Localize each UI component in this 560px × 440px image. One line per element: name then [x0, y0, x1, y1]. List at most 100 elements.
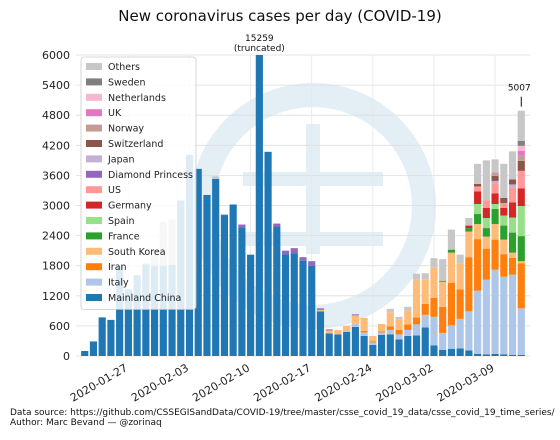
y-tick-label: 2400 — [42, 230, 70, 243]
legend-label: Switzerland — [108, 139, 163, 150]
x-tick-label: 2020-03-02 — [374, 361, 436, 404]
bar-segment-mainland-china — [334, 334, 342, 356]
bar-segment-mainland-china — [386, 334, 394, 356]
chart-title: New coronavirus cases per day (COVID-19) — [118, 7, 442, 25]
legend-swatch — [86, 217, 102, 224]
legend-box — [80, 56, 197, 310]
bar-segment-italy — [465, 311, 473, 351]
bar-segment-others — [386, 308, 394, 313]
y-tick-label: 4200 — [42, 139, 70, 152]
bar-segment-mainland-china — [517, 354, 525, 356]
bar-segment-mainland-china — [500, 354, 508, 356]
y-tick-label: 5400 — [42, 79, 70, 92]
bar-segment-norway — [517, 155, 525, 161]
data-source-text: Data source: https://github.com/CSSEGISa… — [10, 408, 555, 418]
bar-segment-others — [456, 254, 464, 264]
bar-segment-italy — [517, 308, 525, 355]
bar-segment-france — [465, 228, 473, 232]
bar-segment-japan — [508, 184, 517, 188]
bar-segment-others — [491, 159, 499, 173]
bar-segment-spain — [491, 203, 499, 210]
bar-segment-mainland-china — [98, 317, 106, 356]
bar-segment-france — [474, 214, 482, 225]
bar-segment-france — [491, 209, 499, 225]
bar-segment-south-korea — [404, 310, 412, 325]
bar-segment-iran — [517, 263, 525, 309]
bar-segment-switzerland — [491, 175, 499, 181]
x-tick-label: 2020-02-24 — [312, 361, 374, 404]
bar-segment-south-korea — [386, 312, 394, 327]
bar-segment-france — [482, 228, 490, 237]
bar-segment-mainland-china — [421, 327, 429, 356]
legend-label: Sweden — [108, 77, 146, 88]
bar-segment-italy — [343, 330, 351, 332]
legend-swatch — [86, 78, 102, 86]
bar-segment-others — [412, 273, 421, 280]
bar-segment-switzerland — [508, 179, 517, 185]
bar-segment-france — [500, 225, 508, 240]
bar-segment-spain — [517, 206, 525, 237]
bar-segment-italy — [395, 334, 403, 340]
bar-segment-south-korea — [412, 279, 421, 318]
bar-segment-iran — [412, 317, 421, 325]
bar-segment-others — [439, 259, 447, 281]
bar-segment-iran — [465, 257, 473, 312]
legend-swatch — [86, 232, 102, 240]
x-tick-label: 2020-03-09 — [435, 361, 497, 404]
bar-segment-mainland-china — [491, 353, 499, 356]
bar-segment-diamond-princess — [325, 329, 333, 331]
legend-swatch — [86, 93, 102, 101]
bar-segment-us — [500, 202, 508, 209]
bar-segment-others — [220, 214, 229, 216]
bar-segment-mainland-china — [430, 345, 438, 356]
legend-label: Diamond Princess — [108, 170, 193, 181]
annotation-label: 15259 — [245, 34, 274, 44]
bar-segment-switzerland — [474, 183, 482, 187]
bar-segment-south-korea — [343, 325, 351, 331]
y-tick-label: 1200 — [42, 290, 70, 303]
x-tick-label: 2020-02-10 — [190, 361, 252, 404]
bar-segment-mainland-china — [377, 334, 386, 356]
bar-segment-iran — [447, 282, 456, 326]
bar-segment-us — [482, 200, 490, 209]
legend-swatch — [86, 294, 102, 301]
bar-segment-others — [517, 110, 525, 141]
legend-swatch — [86, 186, 102, 194]
legend-swatch — [86, 63, 102, 70]
legend-label: Iran — [108, 262, 127, 273]
annotation-label: 5007 — [508, 84, 531, 94]
bar-segment-iran — [500, 254, 508, 277]
x-tick-label: 2020-02-17 — [251, 361, 313, 404]
bar-segment-iran — [474, 239, 482, 291]
bar-segment-mainland-china — [247, 254, 255, 356]
bar-segment-south-korea — [439, 281, 447, 307]
bar-segment-south-korea — [430, 267, 438, 298]
bar-segment-switzerland — [500, 197, 508, 203]
bar-segment-diamond-princess — [273, 223, 281, 227]
bar-segment-japan — [491, 180, 499, 184]
legend-swatch — [86, 124, 102, 132]
bar-segment-mainland-china — [229, 204, 237, 356]
bar-segment-italy — [386, 329, 394, 335]
bar-segment-iran — [369, 341, 377, 343]
bar-segment-others — [404, 306, 412, 311]
bar-segment-mainland-china — [465, 350, 473, 356]
bar-segment-italy — [508, 274, 517, 355]
bar-segment-south-korea — [377, 323, 386, 332]
legend-label: South Korea — [108, 247, 166, 258]
bar-segment-mainland-china — [395, 339, 403, 356]
bar-segment-mainland-china — [439, 349, 447, 356]
bar-segment-france — [517, 236, 525, 262]
bar-segment-iran — [360, 330, 368, 333]
bar-segment-diamond-princess — [351, 314, 359, 316]
bar-segment-germany — [482, 208, 490, 219]
bar-segment-italy — [377, 332, 386, 335]
bar-segment-mainland-china — [159, 265, 167, 356]
bar-segment-mainland-china — [142, 264, 150, 356]
legend-label: Italy — [108, 278, 129, 289]
bar-segment-mainland-china — [238, 227, 246, 356]
bar-segment-south-korea — [369, 335, 377, 342]
bar-segment-italy — [474, 290, 482, 354]
legend-label: Others — [108, 62, 140, 73]
bar-segment-italy — [430, 316, 438, 346]
